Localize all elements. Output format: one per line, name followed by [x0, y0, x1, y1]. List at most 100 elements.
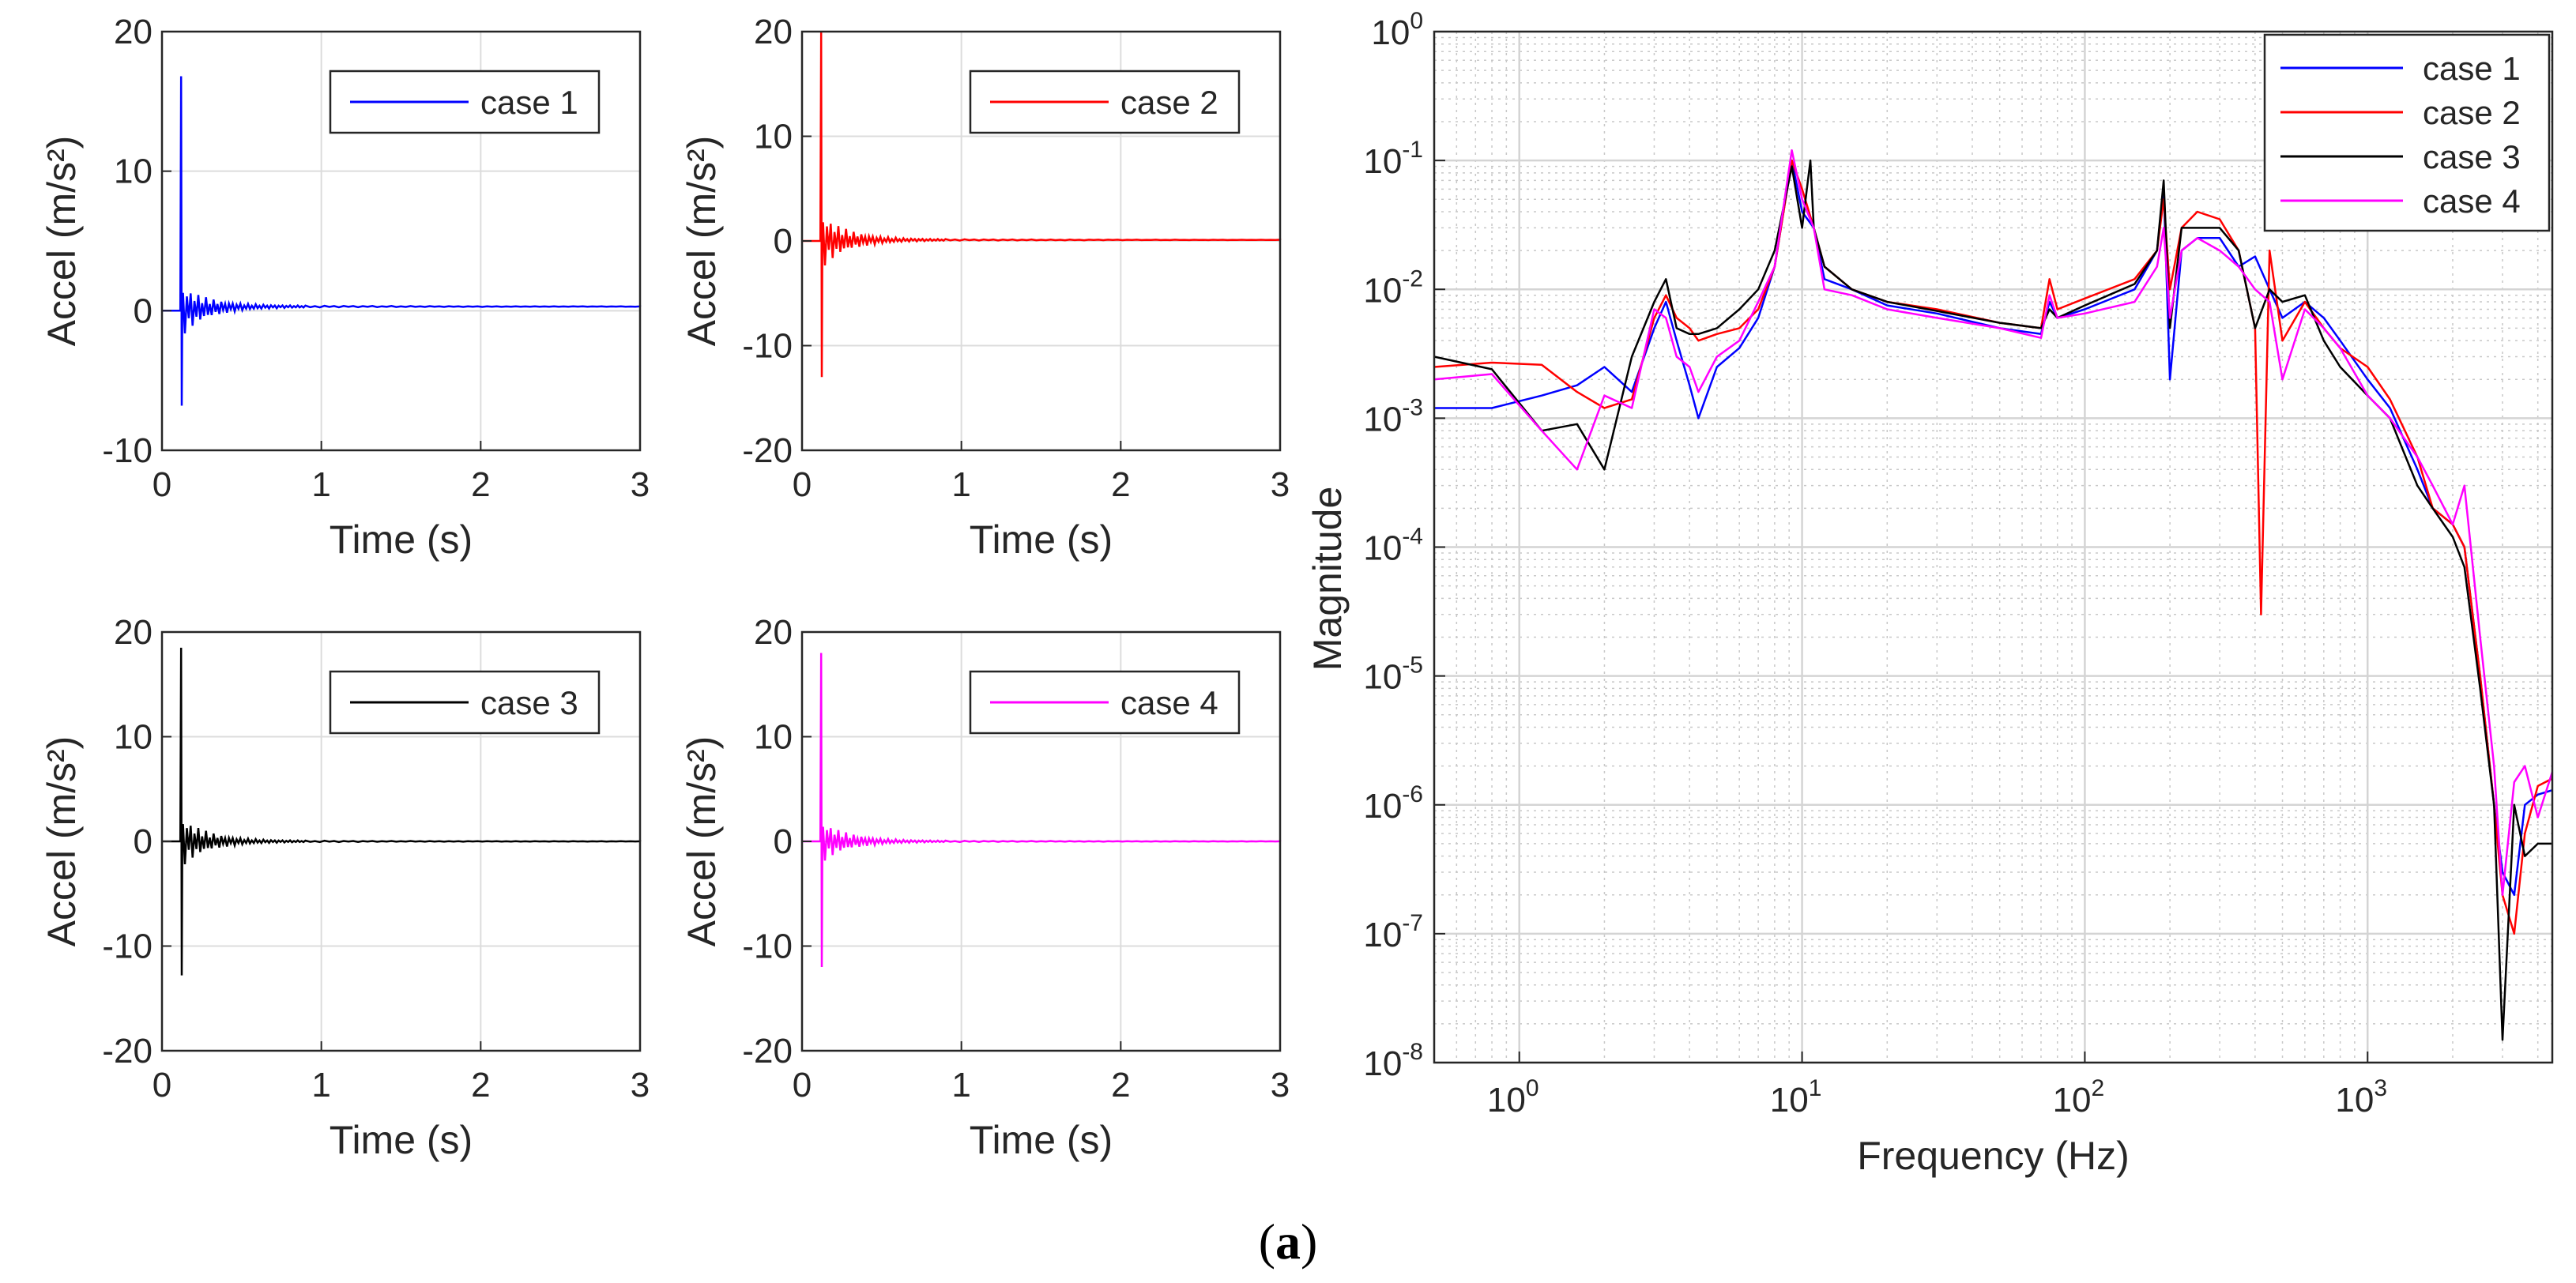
series-case-2-line [802, 31, 1282, 378]
y-tick-label: 10-3 [1363, 394, 1423, 438]
y-tick-label: -20 [102, 1032, 153, 1070]
y-tick-label: 10-5 [1363, 653, 1423, 697]
legend-label-case-2: case 2 [2423, 94, 2521, 131]
y-tick-base: 10 [1363, 658, 1402, 697]
y-tick-label: 10-1 [1363, 137, 1423, 181]
x-tick-label: 102 [2053, 1075, 2105, 1119]
series-case-1-line [162, 76, 642, 406]
y-axis-label: Accel (m/s²) [680, 736, 724, 947]
y-tick-label: -10 [742, 327, 793, 366]
legend: case 1 case 2 case 3 case 4 [2263, 33, 2551, 232]
x-tick-label: 0 [153, 465, 171, 504]
y-tick-exponent: -3 [1402, 394, 1423, 420]
y-tick-base: 10 [1363, 142, 1402, 181]
y-tick-exponent: -5 [1402, 653, 1423, 679]
x-axis-label: Time (s) [330, 1118, 473, 1162]
y-tick-exponent: -6 [1402, 781, 1423, 807]
axes-box [160, 30, 642, 452]
y-tick-base: 10 [1363, 916, 1402, 954]
x-tick-label: 101 [1770, 1075, 1822, 1119]
x-tick-exponent: 3 [2374, 1075, 2387, 1101]
x-tick-base: 10 [1770, 1081, 1809, 1119]
y-tick-label: 10-8 [1363, 1039, 1423, 1083]
y-tick-base: 10 [1363, 271, 1402, 310]
series-case-3-line [162, 647, 642, 976]
y-tick-label: 0 [774, 222, 793, 261]
y-tick-label: -10 [742, 927, 793, 966]
x-tick-label: 3 [1271, 1066, 1290, 1104]
y-tick-exponent: 0 [1410, 8, 1423, 34]
legend-label-case-4: case 4 [1120, 684, 1218, 721]
y-tick-label: -20 [742, 1032, 793, 1070]
caption-close: ) [1301, 1213, 1318, 1270]
x-tick-label: 2 [1111, 1066, 1130, 1104]
y-tick-label: 10 [754, 118, 793, 156]
legend: case 2 [969, 70, 1241, 134]
x-tick-exponent: 0 [1526, 1075, 1539, 1101]
y-tick-label: 10-7 [1363, 910, 1423, 954]
y-tick-label: 20 [754, 13, 793, 51]
y-tick-base: 10 [1363, 787, 1402, 826]
series-case-3-line [1433, 159, 2552, 1041]
y-tick-label: -10 [102, 431, 153, 470]
y-tick-exponent: -7 [1402, 910, 1423, 936]
legend-label-case-4: case 4 [2423, 182, 2521, 220]
caption-label: a [1275, 1213, 1301, 1270]
y-tick-base: 10 [1371, 13, 1410, 52]
x-tick-label: 0 [793, 1066, 812, 1104]
x-tick-exponent: 2 [2092, 1075, 2105, 1101]
y-tick-label: 20 [114, 13, 153, 51]
x-tick-label: 0 [793, 465, 812, 504]
y-tick-base: 10 [1363, 400, 1402, 438]
x-tick-label: 1 [311, 1066, 330, 1104]
x-tick-base: 10 [2053, 1081, 2092, 1119]
y-tick-label: 100 [1371, 8, 1423, 52]
x-axis-label: Time (s) [970, 517, 1113, 562]
x-tick-label: 1 [951, 465, 970, 504]
y-tick-exponent: -1 [1402, 137, 1423, 163]
legend-label-case-3: case 3 [2423, 138, 2521, 175]
legend: case 4 [969, 670, 1241, 735]
y-tick-label: -10 [102, 927, 153, 966]
x-tick-label: 3 [1271, 465, 1290, 504]
x-tick-label: 2 [471, 465, 490, 504]
y-tick-label: 0 [134, 292, 153, 330]
legend: case 3 [329, 670, 601, 735]
x-tick-exponent: 1 [1809, 1075, 1822, 1101]
y-tick-label: 10-2 [1363, 265, 1423, 310]
x-tick-label: 3 [631, 465, 650, 504]
time-chart-3: 0 1 2 3 -20 -10 0 10 20 Time (s) Accel (m/s²) case … [40, 613, 650, 1162]
time-chart-2: 0 1 2 3 -20 -10 0 10 20 Time (s) Accel (m/s²) case … [680, 13, 1290, 562]
x-axis-label: Time (s) [330, 517, 473, 562]
y-tick-base: 10 [1363, 529, 1402, 568]
y-tick-label: 10-4 [1363, 524, 1423, 568]
y-tick-label: 0 [134, 822, 153, 861]
x-tick-label: 2 [1111, 465, 1130, 504]
legend: case 1 [329, 70, 601, 134]
x-tick-base: 10 [1487, 1081, 1526, 1119]
figure-caption: (a) [0, 1213, 2576, 1271]
series-case-4-line [1433, 149, 2554, 897]
y-axis-label: Accel (m/s²) [680, 136, 724, 347]
legend-label-case-1: case 1 [480, 84, 578, 121]
x-tick-base: 10 [2335, 1081, 2374, 1119]
caption-open: ( [1258, 1213, 1275, 1270]
y-tick-label: 10 [754, 718, 793, 757]
legend-label-case-1: case 1 [2423, 50, 2521, 87]
y-axis-label: Magnitude [1305, 487, 1350, 672]
x-tick-label: 2 [471, 1066, 490, 1104]
x-axis-label: Frequency (Hz) [1857, 1134, 2130, 1178]
y-tick-label: 10-6 [1363, 781, 1423, 826]
y-tick-label: 0 [774, 822, 793, 861]
y-tick-exponent: -2 [1402, 265, 1423, 292]
y-tick-exponent: -8 [1402, 1039, 1423, 1065]
legend-label-case-3: case 3 [480, 684, 578, 721]
x-tick-label: 103 [2335, 1075, 2387, 1119]
y-tick-base: 10 [1363, 1044, 1402, 1083]
time-chart-4: 0 1 2 3 -20 -10 0 10 20 Time (s) Accel (m/s²) case … [680, 613, 1290, 1162]
y-tick-label: -20 [742, 431, 793, 470]
legend-label-case-2: case 2 [1120, 84, 1218, 121]
y-axis-label: Accel (m/s²) [40, 136, 84, 347]
